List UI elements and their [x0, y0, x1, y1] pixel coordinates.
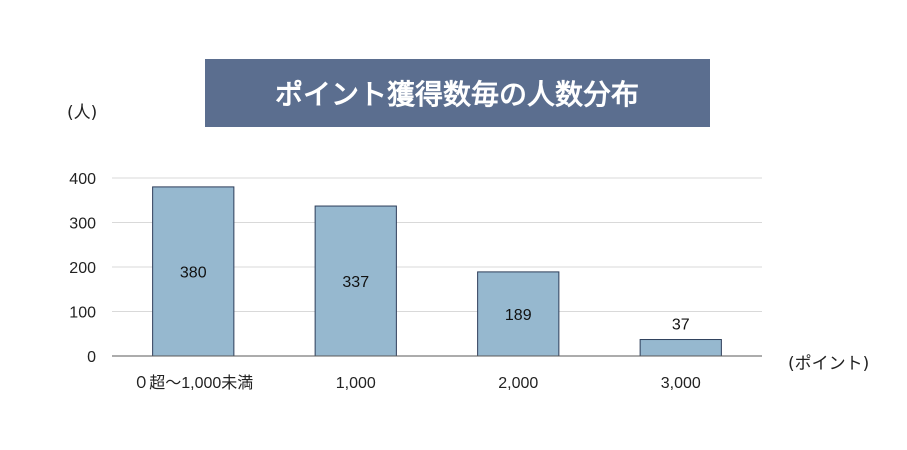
x-tick-label: 1,000 [336, 375, 376, 392]
data-label: 189 [505, 307, 532, 324]
bar [639, 339, 722, 357]
data-label: 337 [342, 274, 369, 291]
x-tick-label: 2,000 [498, 375, 538, 392]
chart-title: ポイント獲得数毎の人数分布 [275, 78, 639, 111]
x-axis-unit-label: (ポイント) [788, 354, 869, 374]
x-tick-label: 3,000 [661, 375, 701, 392]
y-tick-label: 300 [69, 216, 96, 233]
y-tick-label: 0 [87, 349, 96, 366]
y-axis-tick-labels: 0 100 200 300 400 [69, 171, 96, 366]
data-label: 37 [672, 317, 690, 334]
y-tick-label: 100 [69, 305, 96, 322]
x-tick-label: ０超～1,000未満 [133, 374, 253, 392]
data-labels: 380 337 189 37 [180, 264, 690, 333]
data-label: 380 [180, 264, 207, 281]
y-axis-unit-label: (人) [67, 103, 97, 123]
bar [477, 271, 560, 357]
bar [314, 205, 397, 357]
x-axis-tick-labels: ０超～1,000未満 1,000 2,000 3,000 [133, 374, 701, 392]
title-box [205, 59, 710, 127]
y-tick-label: 400 [69, 171, 96, 188]
y-tick-label: 200 [69, 260, 96, 277]
bars [152, 186, 722, 357]
